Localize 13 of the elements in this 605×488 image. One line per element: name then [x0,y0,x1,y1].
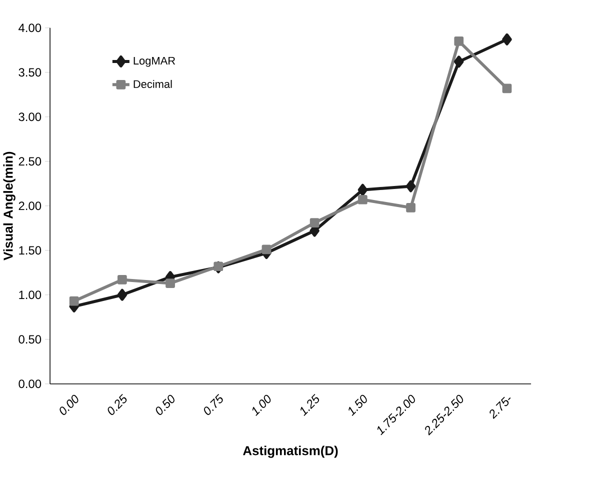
x-axis-title: Astigmatism(D) [243,446,338,458]
y-axis-title: Visual Angle(min) [3,152,16,260]
y-tick-label: 4.00 [18,24,42,32]
y-tick-label: 1.50 [19,246,42,255]
y-tick-label: 0.00 [18,380,42,388]
y-tick-label: 2.00 [18,202,42,210]
legend-label: Decimal [134,80,172,88]
y-tick-label: 1.00 [19,290,42,300]
y-tick-label: 3.50 [18,68,42,77]
y-tick-label: 0.50 [18,335,42,344]
y-tick-label: 2.50 [18,157,42,166]
y-tick-label: 3.00 [18,112,42,122]
legend-label: LogMAR [134,56,176,67]
